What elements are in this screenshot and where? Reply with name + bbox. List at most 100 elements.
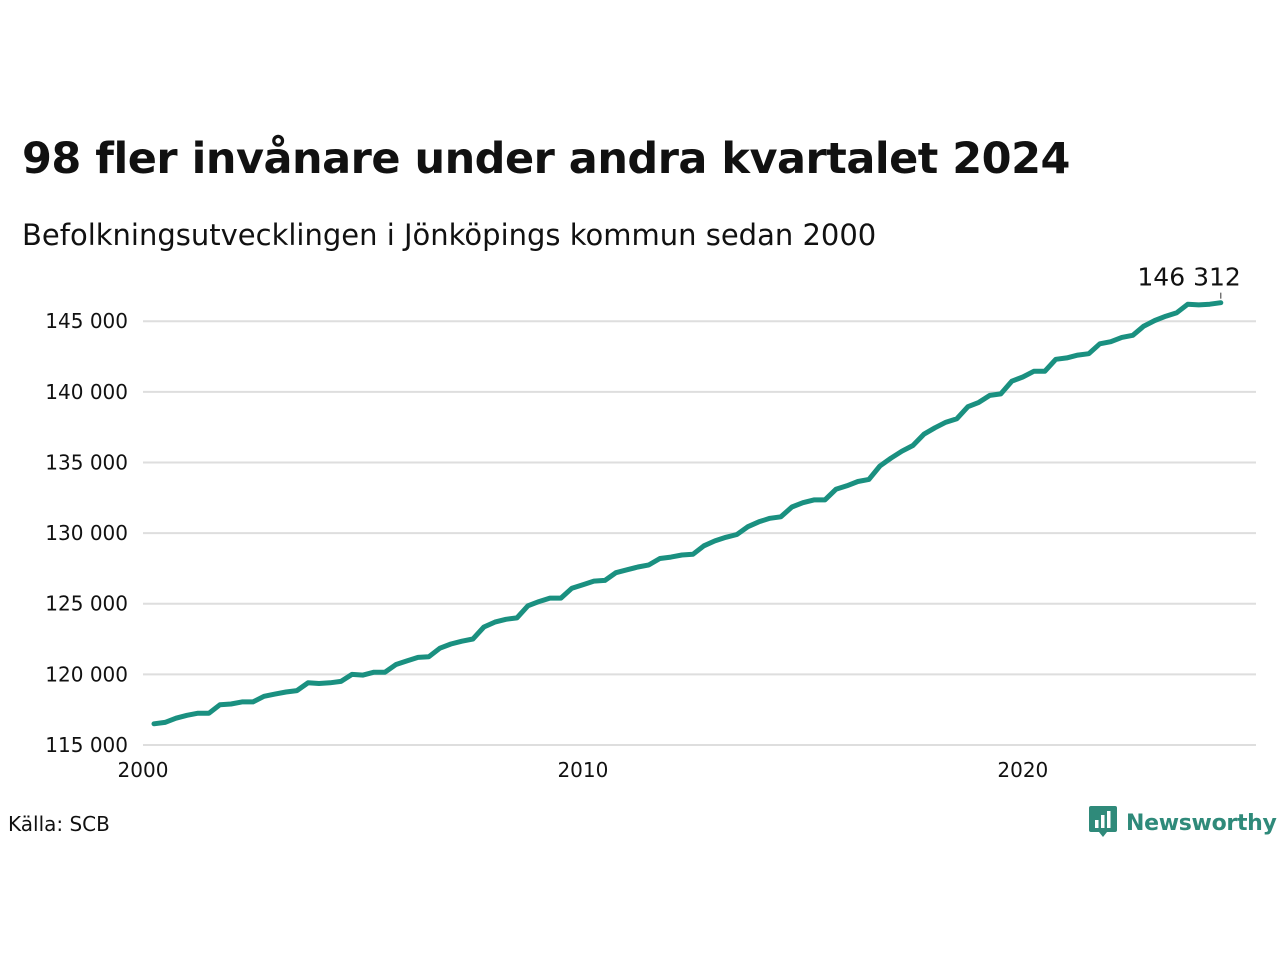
data-point <box>316 681 321 686</box>
data-point <box>206 711 211 716</box>
data-point <box>305 680 310 685</box>
data-point <box>448 641 453 646</box>
data-point <box>899 449 904 454</box>
data-point <box>272 692 277 697</box>
chart-subtitle: Befolkningsutvecklingen i Jönköpings kom… <box>22 218 877 252</box>
data-point <box>536 599 541 604</box>
x-tick-label: 2000 <box>118 758 169 782</box>
data-point <box>921 432 926 437</box>
data-point <box>877 463 882 468</box>
data-point <box>778 514 783 519</box>
data-point <box>558 596 563 601</box>
y-tick-label: 140 000 <box>45 380 128 404</box>
y-tick-label: 135 000 <box>45 450 128 474</box>
data-point <box>239 699 244 704</box>
data-point <box>1163 314 1168 319</box>
data-point <box>1141 324 1146 329</box>
data-point <box>756 519 761 524</box>
data-point <box>1185 302 1190 307</box>
data-point <box>217 702 222 707</box>
data-point <box>371 670 376 675</box>
data-point <box>888 456 893 461</box>
data-point <box>393 662 398 667</box>
data-point <box>459 639 464 644</box>
data-point <box>1075 353 1080 358</box>
data-point <box>745 524 750 529</box>
data-point <box>591 579 596 584</box>
data-point <box>382 670 387 675</box>
data-point <box>349 672 354 677</box>
data-point <box>822 497 827 502</box>
data-point <box>1130 333 1135 338</box>
data-point <box>690 552 695 557</box>
data-point <box>844 483 849 488</box>
x-axis: 2000 2010 2020 <box>118 758 1049 782</box>
data-point <box>1119 335 1124 340</box>
data-point <box>184 713 189 718</box>
data-point <box>800 500 805 505</box>
annotations: 146 312 <box>1137 263 1241 299</box>
data-point <box>338 679 343 684</box>
data-point <box>734 532 739 537</box>
data-point <box>1097 341 1102 346</box>
data-point <box>866 477 871 482</box>
data-point <box>547 596 552 601</box>
y-axis: 115 000 120 000 125 000 130 000 135 000 140 0… <box>45 309 128 757</box>
data-point <box>283 690 288 695</box>
chart-title: 98 fler invånare under andra kvartalet 2… <box>22 134 1070 184</box>
data-point <box>679 552 684 557</box>
data-point <box>976 400 981 405</box>
data-point <box>855 479 860 484</box>
x-tick-label: 2020 <box>997 758 1048 782</box>
data-point <box>1086 351 1091 356</box>
data-point <box>657 556 662 561</box>
series-line-0 <box>151 300 1224 727</box>
data-point <box>1053 357 1058 362</box>
data-point <box>602 578 607 583</box>
y-tick-label: 115 000 <box>45 733 128 757</box>
grid-lines <box>143 320 1256 746</box>
data-point <box>492 620 497 625</box>
data-point <box>910 443 915 448</box>
data-point <box>437 646 442 651</box>
newsworthy-chart-icon <box>1088 804 1118 842</box>
data-point <box>470 637 475 642</box>
data-point <box>624 567 629 572</box>
data-point <box>767 516 772 521</box>
data-point <box>151 721 156 726</box>
data-point <box>173 716 178 721</box>
data-point <box>294 688 299 693</box>
data-point <box>723 535 728 540</box>
data-point <box>162 720 167 725</box>
brand-logo: Newsworthy <box>1088 804 1277 842</box>
data-point <box>701 543 706 548</box>
data-point <box>569 586 574 591</box>
data-point <box>514 615 519 620</box>
data-point <box>833 487 838 492</box>
source-note: Källa: SCB <box>8 812 110 836</box>
data-point <box>195 711 200 716</box>
data-point <box>1064 355 1069 360</box>
data-point <box>360 673 365 678</box>
data-point <box>1031 369 1036 374</box>
data-point <box>580 582 585 587</box>
data-point <box>965 404 970 409</box>
data-point <box>1196 302 1201 307</box>
data-point <box>481 625 486 630</box>
data-point <box>1009 379 1014 384</box>
y-tick-label: 145 000 <box>45 309 128 333</box>
data-point <box>415 655 420 660</box>
data-point <box>1108 339 1113 344</box>
y-tick-label: 125 000 <box>45 592 128 616</box>
data-point <box>932 425 937 430</box>
data-point <box>503 617 508 622</box>
x-tick-label: 2010 <box>557 758 608 782</box>
data-point <box>228 702 233 707</box>
data-point <box>1152 318 1157 323</box>
data-point <box>426 654 431 659</box>
data-point <box>613 570 618 575</box>
y-tick-label: 130 000 <box>45 521 128 545</box>
data-point <box>1218 300 1223 305</box>
data-point <box>954 416 959 421</box>
